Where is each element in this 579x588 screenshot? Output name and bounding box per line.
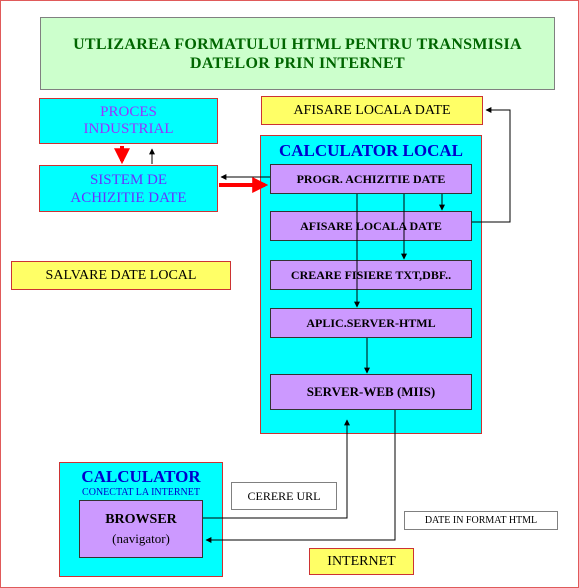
title-line-2: DATELOR PRIN INTERNET: [190, 54, 405, 72]
calculator-internet-subtitle: CONECTAT LA INTERNET: [82, 487, 200, 498]
cerere-url-label: CERERE URL: [231, 482, 337, 510]
browser-label: BROWSER: [105, 511, 177, 527]
progr-achizitie-box: PROGR. ACHIZITIE DATE: [270, 164, 472, 194]
afisare-locala-inner-box: AFISARE LOCALA DATE: [270, 211, 472, 241]
internet-box: INTERNET: [309, 548, 414, 575]
calculator-internet-title: CALCULATOR: [81, 467, 201, 486]
sistem-line-2: ACHIZITIE DATE: [70, 189, 187, 206]
proces-industrial-box: PROCES INDUSTRIAL: [39, 98, 218, 144]
sistem-achizitie-box: SISTEM DE ACHIZITIE DATE: [39, 165, 218, 212]
server-web-box: SERVER-WEB (MIIS): [270, 374, 472, 410]
proces-line-2: INDUSTRIAL: [83, 121, 174, 137]
browser-sublabel: (navigator): [112, 530, 170, 546]
salvare-date-box: SALVARE DATE LOCAL: [11, 261, 231, 290]
diagram-title: UTLIZAREA FORMATULUI HTML PENTRU TRANSMI…: [40, 17, 555, 90]
browser-box: BROWSER (navigator): [79, 500, 203, 558]
title-line-1: UTLIZAREA FORMATULUI HTML PENTRU TRANSMI…: [73, 35, 522, 53]
calculator-local-title: CALCULATOR LOCAL: [278, 141, 464, 160]
proces-line-1: PROCES: [100, 104, 157, 120]
aplic-server-html-box: APLIC.SERVER-HTML: [270, 308, 472, 338]
date-format-html-label: DATE IN FORMAT HTML: [404, 511, 558, 530]
afisare-locala-box: AFISARE LOCALA DATE: [261, 96, 483, 125]
creare-fisiere-box: CREARE FISIERE TXT,DBF..: [270, 260, 472, 290]
sistem-line-1: SISTEM DE: [89, 171, 168, 188]
